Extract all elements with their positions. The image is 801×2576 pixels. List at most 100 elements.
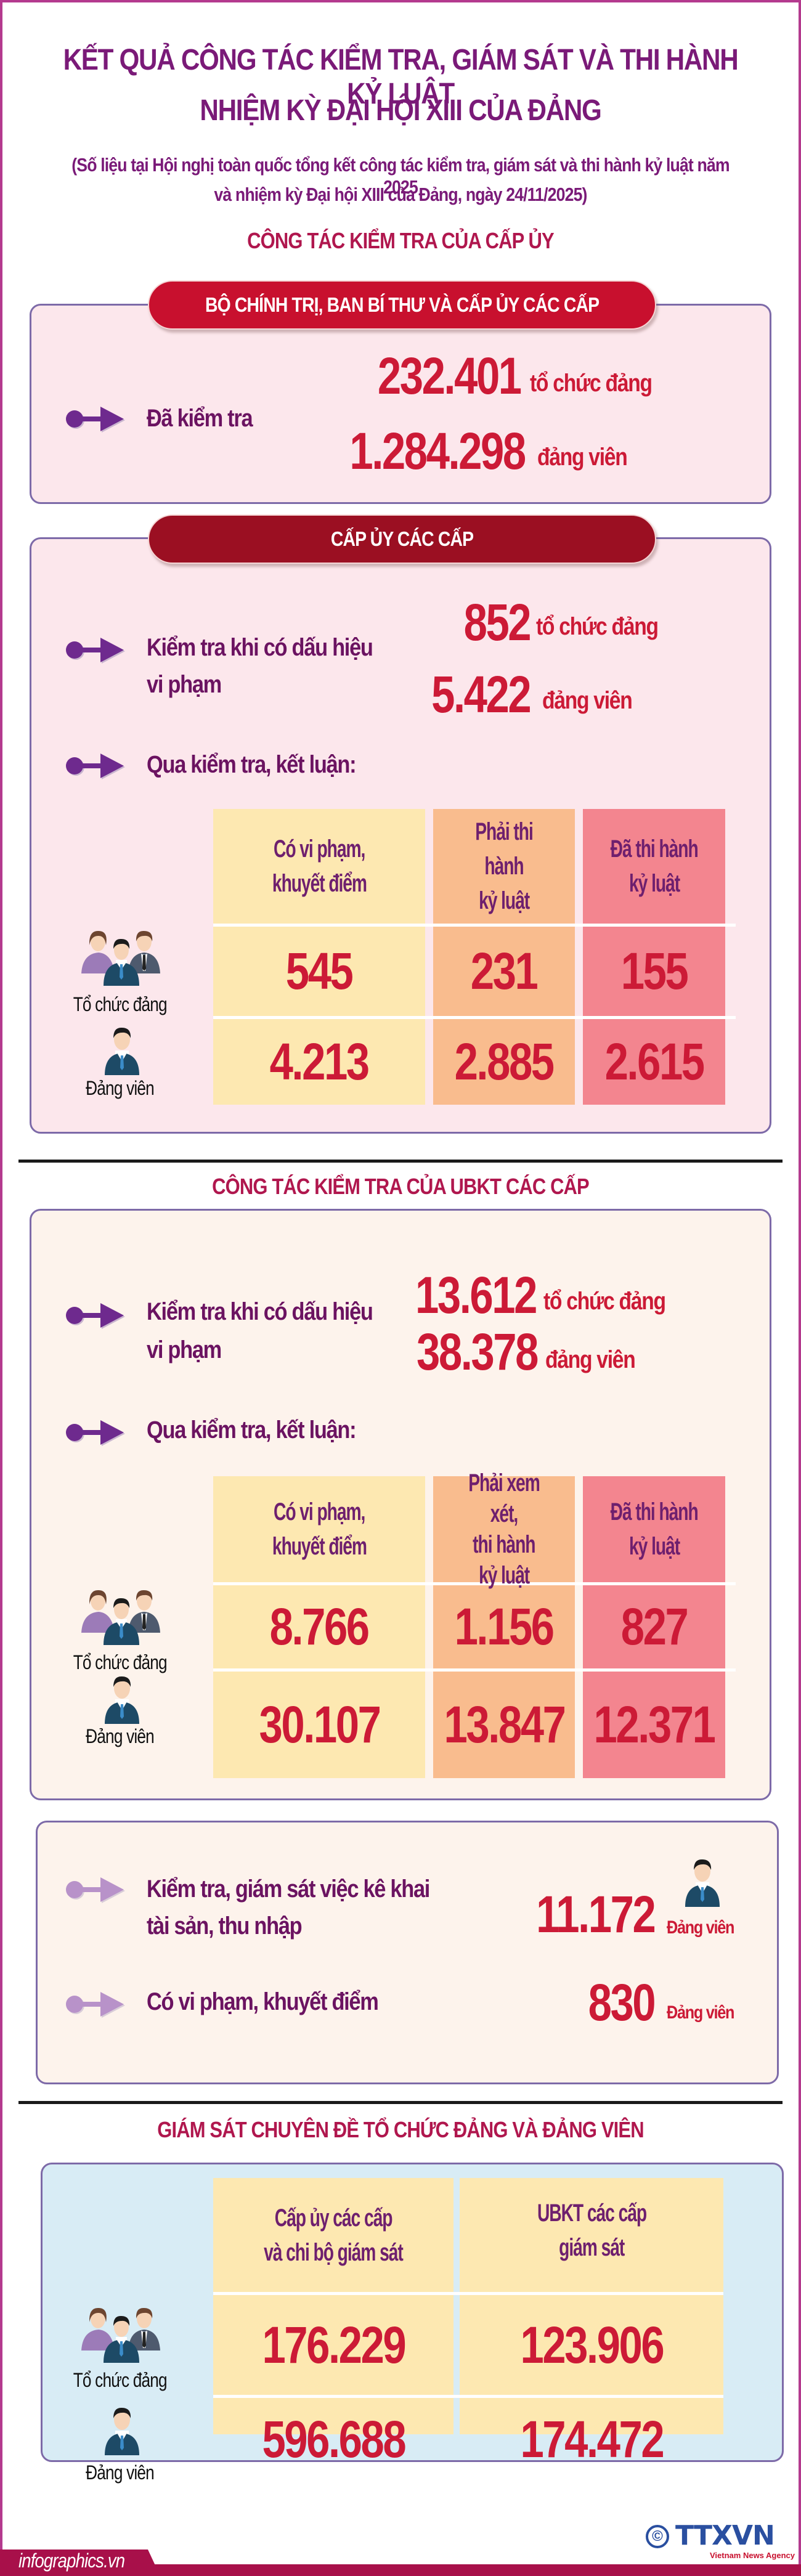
unit-assets: Đảng viên bbox=[667, 1917, 734, 1938]
label-conclusion: Qua kiểm tra, kết luận: bbox=[147, 1416, 357, 1444]
unit-committees-member: đảng viên bbox=[542, 687, 633, 714]
table3-header-0: Cấp ủy các cấp và chi bộ giám sát bbox=[213, 2178, 453, 2292]
table2-cell: 827 bbox=[620, 1598, 689, 1656]
table3-cell: 123.906 bbox=[520, 2315, 664, 2374]
arrow-bullet-icon bbox=[65, 750, 132, 781]
arrow-bullet-icon bbox=[65, 1417, 132, 1448]
header-line: UBKT các cấp bbox=[537, 2200, 646, 2227]
row-separator bbox=[213, 2292, 723, 2295]
column-violations bbox=[213, 809, 425, 1105]
value-committees-org: 852 bbox=[463, 593, 531, 651]
label-assets-line1: Kiểm tra, giám sát việc kê khai bbox=[147, 1875, 430, 1903]
table2-cell: 8.766 bbox=[269, 1598, 370, 1656]
unit-ubkt-org: tổ chức đảng bbox=[543, 1288, 666, 1315]
row-label-org: Tổ chức đảng bbox=[73, 2369, 168, 2391]
table1-cell: 545 bbox=[286, 942, 354, 1000]
page-title-line1: KẾT QUẢ CÔNG TÁC KIỂM TRA, GIÁM SÁT VÀ T… bbox=[63, 44, 739, 110]
value-assets-violations: 830 bbox=[588, 1973, 656, 2031]
arrow-bullet-icon bbox=[65, 635, 132, 665]
arrow-bullet-icon bbox=[65, 1300, 132, 1331]
table1-header-1: Phải thi hành kỷ luật bbox=[433, 809, 575, 924]
person-icon bbox=[684, 1858, 721, 1907]
section-heading-party-committees: CÔNG TÁC KIỂM TRA CỦA CẤP ỦY bbox=[247, 228, 555, 253]
table2-header-2: Đã thi hành kỷ luật bbox=[583, 1476, 725, 1582]
value-ubkt-org: 13.612 bbox=[415, 1266, 537, 1324]
value-politburo-member: 1.284.298 bbox=[349, 422, 527, 480]
table2-cell: 13.847 bbox=[444, 1696, 566, 1753]
table1-cell: 231 bbox=[471, 942, 539, 1000]
section-heading-supervision: GIÁM SÁT CHUYÊN ĐỀ TỔ CHỨC ĐẢNG VÀ ĐẢNG … bbox=[157, 2117, 644, 2142]
column-disciplined bbox=[583, 809, 725, 1105]
label-violation-check-line1: Kiểm tra khi có dấu hiệu bbox=[147, 634, 373, 661]
unit-assets-violations: Đảng viên bbox=[667, 2002, 734, 2023]
header-line: Đã thi hành bbox=[610, 835, 698, 863]
header-line: kỷ luật bbox=[478, 887, 530, 914]
ttxvn-logo: © TTXVN Vietnam News Agency bbox=[641, 2520, 795, 2564]
header-line: Đã thi hành bbox=[610, 1498, 698, 1526]
label-assets-line2: tài sản, thu nhập bbox=[147, 1912, 303, 1940]
label-violation-check-line2: vi phạm bbox=[147, 1336, 222, 1363]
column-ubkt-supervision bbox=[460, 2178, 723, 2434]
logo-text: TTXVN bbox=[675, 2520, 775, 2551]
pill-committees-label: CẤP ỦY CÁC CẤP bbox=[330, 527, 474, 550]
arrow-bullet-light-icon bbox=[65, 1989, 132, 2020]
header-line: giám sát bbox=[558, 2234, 625, 2261]
table1-cell: 2.885 bbox=[454, 1033, 555, 1091]
row-separator bbox=[213, 1668, 736, 1672]
table1-header-0: Có vi phạm, khuyết điểm bbox=[213, 809, 425, 924]
pill-politburo: BỘ CHÍNH TRỊ, BAN BÍ THƯ VÀ CẤP ỦY CÁC C… bbox=[148, 280, 656, 330]
header-line: kỷ luật bbox=[478, 1562, 530, 1589]
row-label-member: Đảng viên bbox=[86, 1077, 155, 1099]
header-line: kỷ luật bbox=[628, 1533, 680, 1560]
value-committees-member: 5.422 bbox=[431, 665, 532, 723]
header-line: Có vi phạm, bbox=[273, 835, 365, 863]
header-line: Cấp ủy các cấp bbox=[274, 2204, 393, 2232]
table3-cell: 176.229 bbox=[262, 2315, 406, 2374]
page-subtitle-line1: (Số liệu tại Hội nghị toàn quốc tổng kết… bbox=[71, 154, 730, 198]
label-inspected: Đã kiểm tra bbox=[147, 405, 253, 432]
value-assets: 11.172 bbox=[535, 1885, 656, 1943]
table3-cell: 596.688 bbox=[262, 2410, 406, 2468]
footer-band bbox=[0, 2564, 801, 2576]
card-assets bbox=[36, 1821, 779, 2084]
header-line: Phải xem xét, bbox=[468, 1469, 540, 1527]
table2-header-0: Có vi phạm, khuyết điểm bbox=[213, 1476, 425, 1582]
group-people-icon bbox=[81, 1590, 161, 1645]
table1-header-2: Đã thi hành kỷ luật bbox=[583, 809, 725, 924]
table2-cell: 1.156 bbox=[454, 1598, 555, 1656]
section-heading-ubkt: CÔNG TÁC KIỂM TRA CỦA UBKT CÁC CẤP bbox=[212, 1174, 590, 1199]
column-must-review bbox=[433, 1476, 575, 1778]
table2-header-1: Phải xem xét, thi hành kỷ luật bbox=[433, 1469, 575, 1589]
unit-politburo-org: tổ chức đảng bbox=[530, 370, 653, 397]
person-icon bbox=[104, 2406, 140, 2455]
person-icon bbox=[104, 1026, 140, 1075]
header-line: khuyết điểm bbox=[272, 870, 367, 897]
table1-cell: 4.213 bbox=[269, 1033, 370, 1091]
header-line: và chi bộ giám sát bbox=[264, 2238, 404, 2266]
column-committee-supervision bbox=[213, 2178, 453, 2434]
footer-tab bbox=[0, 2550, 160, 2576]
unit-ubkt-member: đảng viên bbox=[545, 1346, 636, 1373]
section-divider bbox=[18, 2101, 783, 2104]
pill-committees: CẤP ỦY CÁC CẤP bbox=[148, 514, 656, 564]
group-people-icon bbox=[81, 930, 161, 986]
column-disciplined bbox=[583, 1476, 725, 1778]
section-divider bbox=[18, 1160, 783, 1163]
table3-header-1: UBKT các cấp giám sát bbox=[460, 2178, 723, 2283]
header-line: khuyết điểm bbox=[272, 1533, 367, 1560]
header-line: Phải thi hành bbox=[475, 818, 534, 880]
page-subtitle-line2: và nhiệm kỳ Đại hội XIII của Đảng, ngày … bbox=[214, 184, 587, 205]
logo-subtext: Vietnam News Agency bbox=[710, 2551, 795, 2560]
page-title-line2: NHIỆM KỲ ĐẠI HỘI XIII CỦA ĐẢNG bbox=[200, 94, 601, 127]
column-violations bbox=[213, 1476, 425, 1778]
header-line: thi hành bbox=[473, 1531, 535, 1558]
row-label-org: Tổ chức đảng bbox=[73, 993, 168, 1015]
label-violation-check-line2: vi phạm bbox=[147, 671, 222, 698]
row-label-member: Đảng viên bbox=[86, 1725, 155, 1747]
person-icon bbox=[104, 1675, 140, 1724]
table2-cell: 30.107 bbox=[259, 1696, 381, 1753]
group-people-icon bbox=[81, 2307, 161, 2363]
footer-site-link[interactable]: infographics.vn bbox=[18, 2550, 125, 2572]
unit-politburo-member: đảng viên bbox=[537, 444, 628, 471]
